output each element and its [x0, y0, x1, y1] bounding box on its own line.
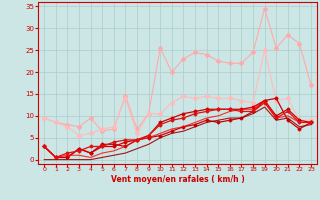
- X-axis label: Vent moyen/en rafales ( km/h ): Vent moyen/en rafales ( km/h ): [111, 175, 244, 184]
